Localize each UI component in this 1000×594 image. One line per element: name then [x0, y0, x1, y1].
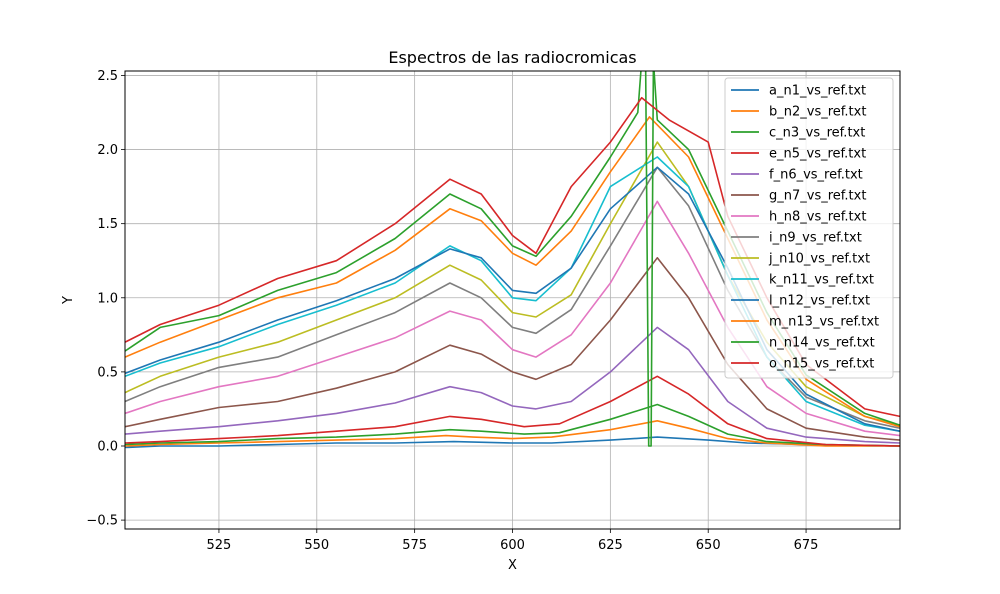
x-axis-label: X: [508, 558, 517, 573]
series-line-e-n5: [125, 375, 900, 447]
y-tick-label: 0.0: [97, 439, 118, 454]
series-line-b-n2: [125, 419, 900, 447]
y-tick-label: 1.5: [97, 217, 118, 232]
legend-label: m_n13_vs_ref.txt: [769, 315, 879, 330]
legend-label: i_n9_vs_ref.txt: [769, 231, 862, 246]
y-axis-label: Y: [61, 296, 76, 305]
x-tick-label: 525: [207, 538, 232, 553]
legend-label: o_n15_vs_ref.txt: [769, 357, 874, 372]
legend-label: c_n3_vs_ref.txt: [769, 126, 865, 141]
y-tick-label: −0.5: [86, 514, 118, 529]
legend-label: f_n6_vs_ref.txt: [769, 168, 863, 183]
legend-label: j_n10_vs_ref.txt: [768, 252, 870, 267]
legend-label: k_n11_vs_ref.txt: [769, 273, 874, 288]
series-line-h-n8: [125, 200, 900, 437]
legend-label: h_n8_vs_ref.txt: [769, 210, 866, 225]
y-tick-label: 0.5: [97, 365, 118, 380]
x-tick-label: 675: [794, 538, 819, 553]
series-line-g-n7: [125, 256, 900, 441]
x-tick-label: 650: [696, 538, 721, 553]
ticks: 525 550 575 600 625 650 675 −0.5 0.0 0.5 1.0 1.5 2.0…: [86, 69, 818, 553]
series-line-f-n6: [125, 326, 900, 444]
legend-label: e_n5_vs_ref.txt: [769, 147, 866, 162]
legend-label: n_n14_vs_ref.txt: [769, 336, 875, 351]
series-line-a-n1: [125, 436, 900, 449]
legend-label: l_n12_vs_ref.txt: [769, 294, 870, 309]
legend-box: [724, 77, 894, 379]
y-tick-label: 2.0: [97, 143, 118, 158]
x-tick-label: 575: [402, 538, 427, 553]
legend-label: b_n2_vs_ref.txt: [769, 105, 866, 120]
legend-label: a_n1_vs_ref.txt: [769, 84, 866, 99]
series-line-c-n3: [125, 403, 900, 447]
x-tick-label: 625: [598, 538, 623, 553]
x-tick-label: 600: [500, 538, 525, 553]
y-tick-label: 1.0: [97, 291, 118, 306]
legend: a_n1_vs_ref.txt b_n2_vs_ref.txt c_n3_vs_re…: [724, 77, 894, 379]
x-tick-label: 550: [304, 538, 329, 553]
legend-label: g_n7_vs_ref.txt: [769, 189, 866, 204]
chart-title: Espectros de las radiocromicas: [388, 48, 636, 67]
y-tick-label: 2.5: [97, 69, 118, 84]
